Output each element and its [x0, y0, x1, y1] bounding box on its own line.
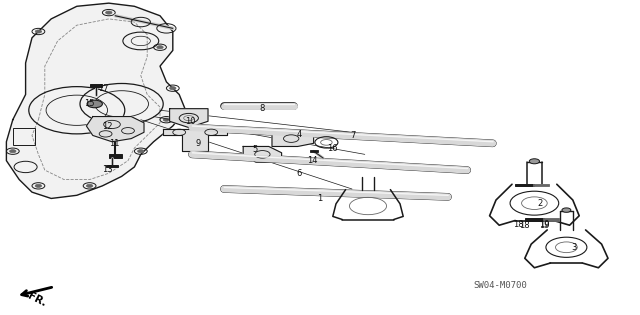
- Text: 15: 15: [84, 99, 95, 108]
- Polygon shape: [272, 131, 314, 146]
- Circle shape: [87, 100, 102, 108]
- Polygon shape: [170, 109, 208, 128]
- Circle shape: [170, 87, 176, 90]
- Text: FR.: FR.: [26, 290, 48, 308]
- Text: 16: 16: [328, 145, 338, 153]
- Circle shape: [10, 150, 16, 153]
- Text: 8: 8: [260, 104, 265, 113]
- Text: SW04-M0700: SW04-M0700: [474, 281, 527, 289]
- Polygon shape: [243, 146, 282, 162]
- Polygon shape: [86, 117, 144, 142]
- Polygon shape: [6, 3, 186, 198]
- Bar: [525, 218, 544, 220]
- Text: 10: 10: [186, 117, 196, 126]
- Text: 3: 3: [572, 243, 577, 252]
- Circle shape: [562, 208, 571, 212]
- Circle shape: [138, 150, 144, 153]
- Text: 2: 2: [538, 199, 543, 208]
- Circle shape: [106, 11, 112, 14]
- Circle shape: [86, 184, 93, 187]
- Text: 13: 13: [102, 165, 113, 174]
- Circle shape: [163, 118, 170, 121]
- Text: 6: 6: [297, 169, 302, 178]
- Circle shape: [35, 30, 42, 33]
- Bar: [106, 165, 118, 167]
- Text: 1: 1: [317, 194, 323, 203]
- Bar: [310, 150, 318, 152]
- Text: 19: 19: [540, 221, 550, 230]
- Polygon shape: [163, 129, 227, 151]
- Bar: [109, 154, 122, 158]
- Circle shape: [157, 46, 163, 49]
- Circle shape: [35, 184, 42, 187]
- Bar: [13, 128, 35, 145]
- Text: 19: 19: [540, 220, 550, 229]
- Bar: [90, 84, 102, 87]
- Text: 18: 18: [520, 221, 530, 230]
- Text: 12: 12: [102, 122, 113, 131]
- Bar: [543, 218, 559, 220]
- Text: 9: 9: [196, 140, 201, 148]
- Text: 7: 7: [351, 131, 356, 140]
- Text: 5: 5: [252, 145, 257, 154]
- Text: 14: 14: [307, 156, 317, 165]
- Text: 18: 18: [513, 220, 524, 229]
- Text: 11: 11: [109, 140, 119, 148]
- Text: 17: 17: [99, 84, 109, 93]
- Bar: [515, 184, 534, 186]
- Circle shape: [529, 159, 540, 164]
- Bar: [533, 184, 549, 186]
- Text: 4: 4: [297, 130, 302, 139]
